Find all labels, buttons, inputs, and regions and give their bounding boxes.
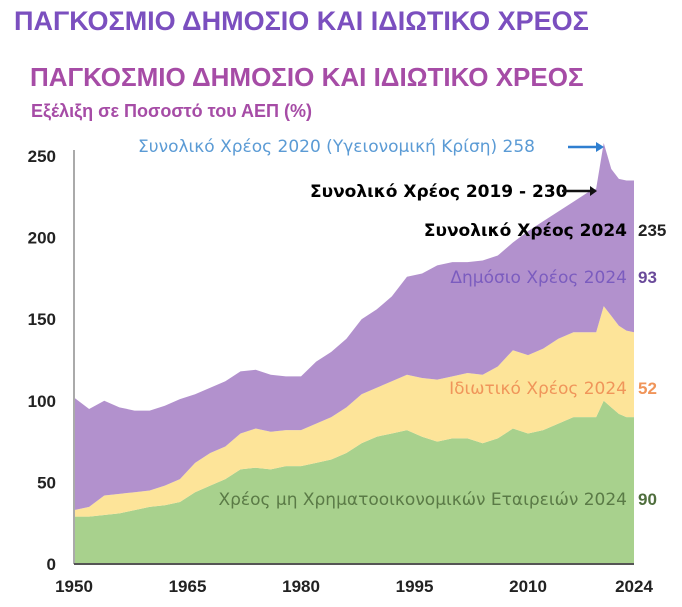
area-nonfinancial-corporate-debt bbox=[74, 400, 634, 564]
x-tick-label: 1995 bbox=[396, 577, 434, 596]
y-axis-ticks: 0 50 100 150 200 250 bbox=[28, 147, 56, 574]
x-axis-ticks: 1950 1965 1980 1995 2010 2024 bbox=[55, 577, 653, 596]
x-tick-label: 2024 bbox=[615, 577, 653, 596]
area-public-debt bbox=[74, 142, 634, 511]
x-tick-label: 2010 bbox=[509, 577, 547, 596]
value-private-2024: 52 bbox=[638, 379, 657, 398]
chart-title: ΠΑΓΚΟΣΜΙΟ ΔΗΜΟΣΙΟ ΚΑΙ ΙΔΙΩΤΙΚΟ ΧΡΕΟΣ bbox=[30, 62, 584, 92]
chart-subtitle: Εξέλιξη σε Ποσοστό του ΑΕΠ (%) bbox=[31, 101, 313, 121]
y-tick-label: 50 bbox=[37, 473, 56, 492]
page-title-top: ΠΑΓΚΟΣΜΙΟ ΔΗΜΟΣΙΟ ΚΑΙ ΙΔΙΩΤΙΚΟ ΧΡΕΟΣ bbox=[14, 6, 589, 36]
y-tick-label: 100 bbox=[28, 392, 56, 411]
arrow-head-2020-icon bbox=[596, 142, 604, 152]
label-total-2024: Συνολικό Χρέος 2024 bbox=[424, 221, 627, 241]
value-public-2024: 93 bbox=[638, 268, 657, 287]
label-public-2024: Δημόσιο Χρέος 2024 bbox=[450, 268, 627, 288]
value-corporate-2024: 90 bbox=[638, 490, 657, 509]
area-private-debt bbox=[74, 306, 634, 517]
value-total-2024: 235 bbox=[638, 221, 666, 240]
area-layers bbox=[74, 142, 634, 564]
y-tick-label: 200 bbox=[28, 229, 56, 248]
annotation-peak-2020: Συνολικό Χρέος 2020 (Υγειονομική Κρίση) … bbox=[138, 137, 535, 157]
x-tick-label: 1980 bbox=[282, 577, 320, 596]
label-corporate-2024: Χρέος μη Χρηματοοικονομικών Εταιρειών 20… bbox=[218, 490, 627, 510]
y-tick-label: 150 bbox=[28, 310, 56, 329]
label-private-2024: Ιδιωτικό Χρέος 2024 bbox=[449, 379, 627, 399]
y-tick-label: 0 bbox=[47, 555, 56, 574]
annotation-total-2019: Συνολικό Χρέος 2019 - 230 bbox=[310, 182, 568, 202]
arrow-head-2019-icon bbox=[590, 186, 597, 196]
y-tick-label: 250 bbox=[28, 147, 56, 166]
x-tick-label: 1950 bbox=[55, 577, 93, 596]
x-tick-label: 1965 bbox=[169, 577, 207, 596]
